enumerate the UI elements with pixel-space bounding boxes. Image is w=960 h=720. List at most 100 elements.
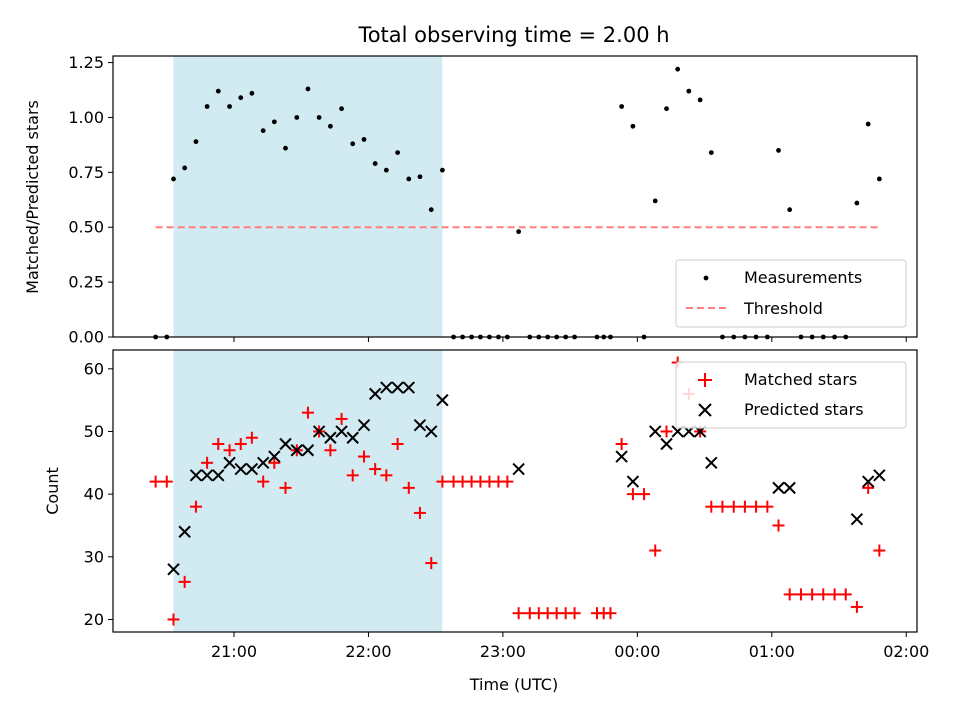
predicted-x-b <box>512 462 525 476</box>
matched-stars-point <box>873 544 886 557</box>
bottom-legend-box <box>675 361 907 429</box>
measurement-point <box>664 106 669 112</box>
measurement-point <box>305 86 311 92</box>
matched-stars-point <box>257 475 270 488</box>
predicted-stars-point <box>873 469 886 482</box>
predicted-x-b <box>615 450 628 463</box>
predicted-x-b <box>391 381 404 394</box>
x-tick-label: 21:00 <box>211 642 257 661</box>
predicted-stars-point <box>357 418 371 432</box>
legend-label-predicted: Predicted stars <box>744 400 864 419</box>
predicted-x-b <box>335 425 348 438</box>
matched-stars-point <box>279 481 292 494</box>
y-tick-label: 30 <box>84 547 104 566</box>
predicted-stars-point <box>256 456 270 470</box>
measurement-point <box>697 97 703 103</box>
measurement-point <box>686 88 692 94</box>
predicted-stars-point <box>512 462 525 476</box>
matched-stars-point <box>160 475 173 488</box>
measurement-point <box>339 106 344 112</box>
predicted-x-b <box>234 462 247 476</box>
predicted-x-b <box>436 393 449 407</box>
measurement-point <box>294 115 300 120</box>
predicted-stars-point <box>660 437 673 451</box>
measurement-point <box>260 128 266 134</box>
predicted-stars-point <box>178 525 191 538</box>
predicted-stars-point <box>615 450 628 463</box>
matched-stars-point <box>178 575 191 588</box>
predicted-stars-point <box>850 512 864 526</box>
measurement-point <box>361 137 367 142</box>
measurement-point <box>865 121 871 127</box>
matched-stars-point <box>413 506 426 519</box>
measurement-point <box>516 229 522 235</box>
predicted-x-b <box>189 469 203 482</box>
matched-stars-point <box>615 438 628 450</box>
predicted-x-b <box>279 437 292 451</box>
y-tick-label: 1.00 <box>68 108 104 127</box>
matched-stars-point <box>324 444 337 457</box>
measurement-point <box>787 207 793 213</box>
measurement-point <box>193 139 199 145</box>
matched-stars-point <box>660 425 673 438</box>
predicted-stars-point <box>324 431 337 444</box>
matched-stars-point <box>604 607 617 620</box>
matched-stars-point <box>335 412 348 425</box>
legend-label-matched: Matched stars <box>744 370 857 389</box>
predicted-x-b <box>783 481 796 495</box>
predicted-stars-point <box>649 425 662 438</box>
predicted-stars-point <box>346 431 359 444</box>
predicted-stars-point <box>368 387 382 401</box>
predicted-x-b <box>268 450 281 463</box>
matched-stars-point <box>402 481 415 494</box>
predicted-x-b <box>301 444 315 457</box>
measurement-point <box>776 147 781 153</box>
predicted-stars-point <box>245 462 259 476</box>
y-tick-label: 0.25 <box>68 273 104 292</box>
matched-stars-point <box>626 488 639 501</box>
legend-label-measurements: Measurements <box>744 268 862 287</box>
matched-stars-point <box>839 588 852 601</box>
predicted-stars-point <box>312 425 326 438</box>
matched-stars-point <box>149 475 162 488</box>
measurement-point <box>328 123 333 129</box>
predicted-stars-point <box>705 456 718 470</box>
x-tick-label: 01:00 <box>749 642 795 661</box>
predicted-x-b <box>167 563 180 576</box>
predicted-x-b <box>649 425 662 438</box>
matched-stars-point <box>716 500 729 513</box>
matched-stars-point <box>167 613 180 626</box>
matched-stars-point <box>738 500 751 513</box>
matched-stars-point <box>358 450 371 463</box>
measurement-point <box>171 176 176 182</box>
measurement-point <box>215 88 221 94</box>
matched-stars-point <box>568 607 581 620</box>
predicted-x-b <box>290 444 303 457</box>
measurement-point <box>652 198 658 204</box>
predicted-x-b <box>357 418 371 432</box>
predicted-x-b <box>368 387 382 401</box>
predicted-x-b <box>861 475 875 488</box>
predicted-stars-point <box>301 444 315 457</box>
predicted-stars-point <box>391 381 404 394</box>
predicted-x-b <box>380 381 393 394</box>
observing-window <box>173 56 443 337</box>
measurement-point <box>428 207 434 213</box>
predicted-stars-point <box>380 381 393 394</box>
predicted-stars-point <box>290 444 303 457</box>
predicted-x-b <box>346 431 359 444</box>
measurement-point <box>204 104 210 109</box>
observing-window <box>173 350 443 632</box>
matched-stars-point <box>425 557 438 570</box>
x-tick-label: 00:00 <box>614 642 660 661</box>
matched-stars-point <box>369 463 382 476</box>
measurement-point <box>316 115 322 120</box>
measurement-point <box>619 104 625 109</box>
y-tick-label: 0.50 <box>68 218 104 237</box>
predicted-x-b <box>402 381 415 394</box>
predicted-x-b <box>212 469 225 482</box>
matched-stars-point <box>761 500 774 513</box>
matched-stars-point <box>750 500 763 513</box>
matched-stars-point <box>828 588 841 601</box>
matched-stars-point <box>436 475 449 488</box>
